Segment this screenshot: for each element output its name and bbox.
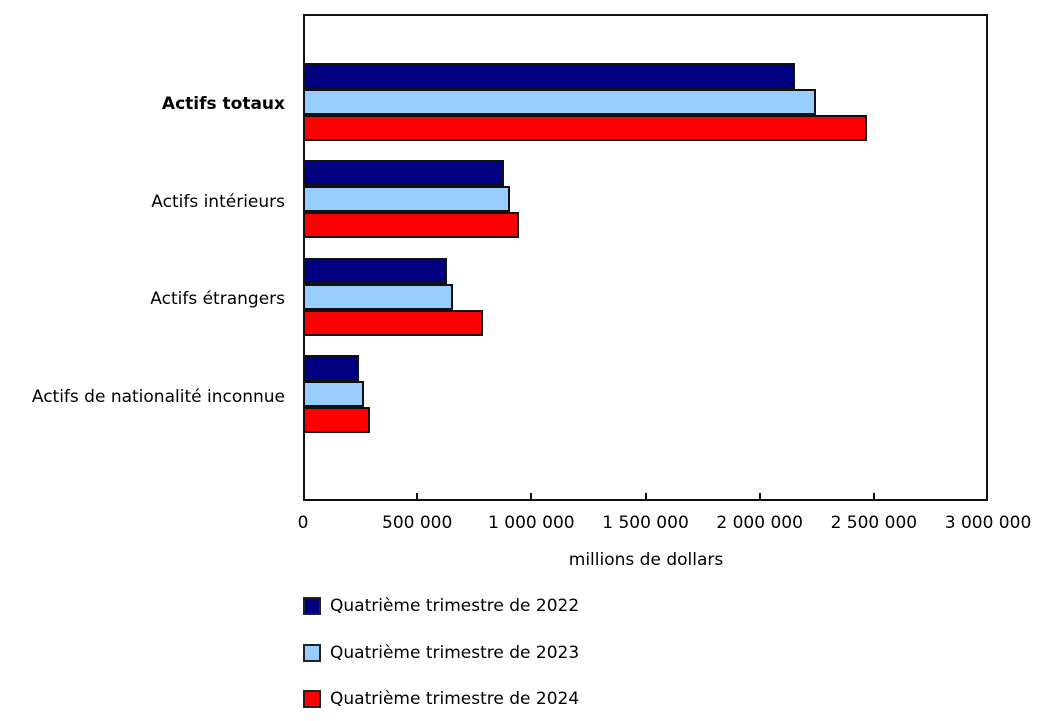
x-tick: [530, 493, 533, 501]
legend-item-2023: Quatrième trimestre de 2023: [303, 642, 579, 664]
legend-label-2024: Quatrième trimestre de 2024: [330, 689, 580, 709]
x-tick: [758, 493, 761, 501]
x-tick: [872, 493, 875, 501]
x-tick-label: 2 500 000: [830, 513, 918, 533]
bar-3-series-1: [303, 258, 447, 284]
legend-swatch-2024: [303, 690, 321, 708]
x-tick-label: 2 000 000: [716, 513, 803, 533]
x-tick-label: 1 000 000: [488, 513, 575, 533]
legend-swatch-2022: [303, 597, 321, 615]
legend-label-2023: Quatrième trimestre de 2023: [330, 643, 580, 663]
bar-2-series-2: [303, 186, 510, 212]
legend-item-2022: Quatrième trimestre de 2022: [303, 595, 579, 617]
category-label-foreign: Actifs étrangers: [150, 289, 285, 309]
x-tick-label: 3 000 000: [944, 513, 1032, 533]
bar-2-series-1: [303, 160, 504, 186]
bar-3-series-3: [303, 310, 483, 336]
x-tick-label: 1 500 000: [602, 513, 689, 533]
bar-1-series-2: [303, 89, 816, 115]
x-tick: [644, 493, 647, 501]
x-tick-label: 500 000: [382, 513, 453, 533]
legend-swatch-2023: [303, 644, 321, 662]
x-tick: [416, 493, 419, 501]
legend-item-2024: Quatrième trimestre de 2024: [303, 688, 579, 710]
bar-1-series-1: [303, 63, 795, 89]
bar-4-series-2: [303, 381, 364, 407]
legend-label-2022: Quatrième trimestre de 2022: [330, 596, 580, 616]
x-axis-title: millions de dollars: [568, 550, 724, 570]
bar-1-series-3: [303, 115, 867, 141]
bar-4-series-3: [303, 407, 370, 433]
category-label-domestic: Actifs intérieurs: [151, 192, 285, 212]
bar-2-series-3: [303, 212, 519, 238]
x-tick-label: 0: [297, 513, 309, 533]
category-label-total: Actifs totaux: [161, 94, 285, 114]
bar-4-series-1: [303, 355, 359, 381]
bar-3-series-2: [303, 284, 453, 310]
category-label-unknown: Actifs de nationalité inconnue: [31, 387, 285, 407]
